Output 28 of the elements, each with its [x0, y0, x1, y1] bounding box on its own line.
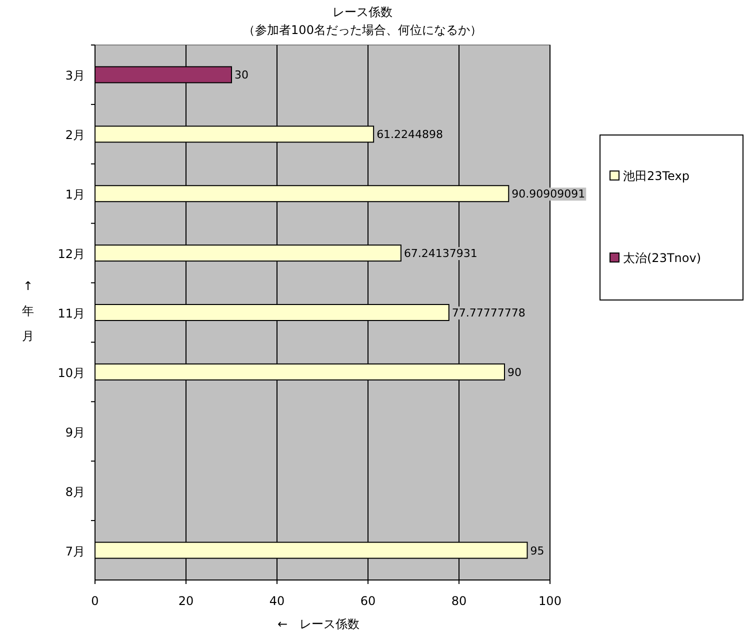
y-tick-label: 1月 — [65, 188, 85, 202]
data-label: 30 — [234, 68, 248, 82]
x-tick-label: 0 — [91, 594, 99, 608]
y-axis-title: ↑年月 — [22, 279, 34, 343]
y-tick-label: 12月 — [58, 247, 85, 262]
y-tick-label: 11月 — [58, 306, 85, 320]
y-tick-label: 9月 — [65, 425, 85, 440]
data-label: 77.77777778 — [452, 306, 526, 320]
x-tick-label: 60 — [360, 594, 376, 608]
chart-subtitle: （参加者100名だった場合、何位になるか） — [243, 23, 482, 37]
x-axis-title: ← レース係数 — [277, 617, 360, 631]
y-tick-label: 8月 — [65, 484, 85, 499]
y-tick-label: 2月 — [65, 128, 85, 142]
data-label: 90.90909091 — [512, 188, 586, 201]
y-tick-label: 7月 — [65, 544, 85, 558]
data-label: 67.24137931 — [404, 247, 478, 260]
legend-label: 太治(23Tnov) — [623, 251, 702, 265]
chart-title: レース係数 — [332, 5, 392, 19]
x-tick-label: 80 — [451, 594, 467, 608]
y-tick-label: 3月 — [65, 68, 85, 83]
x-tick-label: 100 — [538, 594, 562, 608]
data-label: 95 — [530, 544, 544, 558]
data-label: 90 — [508, 366, 522, 379]
data-label: 61.2244898 — [376, 128, 444, 142]
x-tick-label: 40 — [269, 594, 285, 608]
y-tick-label: 10月 — [58, 366, 85, 380]
x-tick-label: 20 — [178, 594, 194, 608]
legend-label: 池田23Texp — [623, 169, 690, 183]
